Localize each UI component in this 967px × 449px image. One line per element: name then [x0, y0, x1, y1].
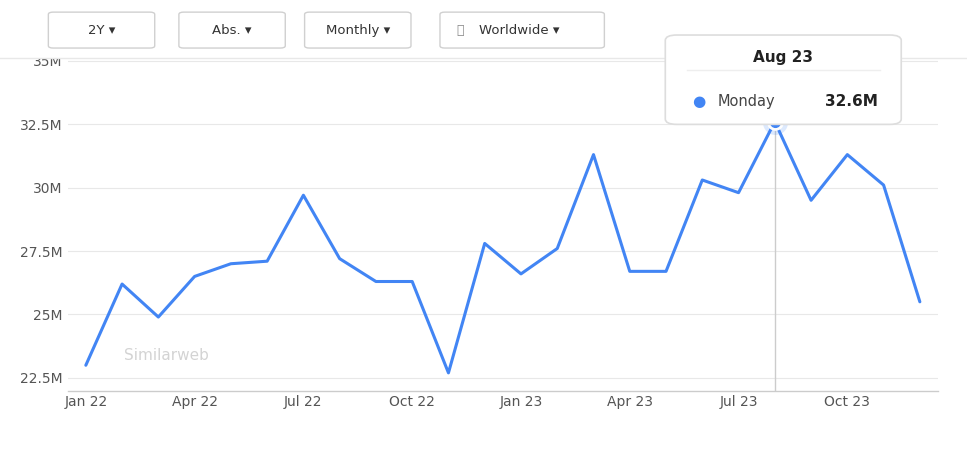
- Text: Worldwide ▾: Worldwide ▾: [479, 24, 559, 36]
- Text: Aug 23: Aug 23: [753, 50, 813, 65]
- Text: 2Y ▾: 2Y ▾: [88, 24, 115, 36]
- Text: Similarweb: Similarweb: [124, 348, 209, 363]
- Text: Monthly ▾: Monthly ▾: [326, 24, 390, 36]
- Text: Monday: Monday: [718, 94, 776, 110]
- Text: 🌐: 🌐: [456, 24, 464, 36]
- Text: Abs. ▾: Abs. ▾: [213, 24, 251, 36]
- Text: 32.6M: 32.6M: [825, 94, 878, 110]
- Text: ●: ●: [692, 94, 706, 110]
